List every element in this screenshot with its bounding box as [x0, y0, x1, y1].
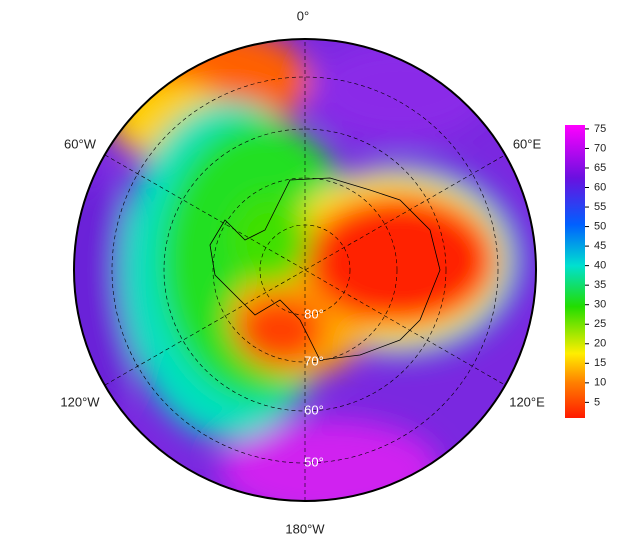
lon-label: 60°W [64, 136, 97, 151]
colorbar-tick-label: 40 [594, 260, 606, 272]
colorbar-tick-label: 65 [594, 162, 606, 174]
graticule [104, 39, 506, 501]
colorbar-tick-label: 30 [594, 299, 606, 311]
colorbar-tick-label: 45 [594, 240, 606, 252]
field [74, 39, 536, 501]
map-border [73, 38, 537, 502]
lon-label: 0° [297, 8, 309, 23]
colorbar-tick-label: 55 [594, 201, 606, 213]
coastline [209, 177, 441, 361]
colorbar-tick-label: 20 [594, 338, 606, 350]
colorbar-tick-label: 35 [594, 279, 606, 291]
colorbar-tick-label: 5 [594, 396, 600, 408]
lat-label: 60° [304, 402, 324, 417]
colorbar-tick-label: 60 [594, 181, 606, 193]
lat-label: 70° [304, 353, 324, 368]
colorbar-tick-label: 15 [594, 357, 606, 369]
colorbar-tick-label: 75 [594, 123, 606, 135]
lon-label: 180°W [285, 521, 325, 536]
lon-label: 120°E [509, 394, 545, 409]
colorbar-ramp [565, 125, 585, 418]
colorbar-tick-label: 10 [594, 377, 606, 389]
colorbar-tick-label: 25 [594, 318, 606, 330]
colorbar: 5 10 15 20 25 30 35 40 45 50 55 60 65 70 75 [565, 123, 606, 418]
colorbar-tick-label: 70 [594, 142, 606, 154]
lat-label: 80° [304, 306, 324, 321]
lon-label: 60°E [513, 136, 542, 151]
lon-label: 120°W [60, 394, 100, 409]
lat-label: 50° [304, 454, 324, 469]
colorbar-tick-label: 50 [594, 220, 606, 232]
